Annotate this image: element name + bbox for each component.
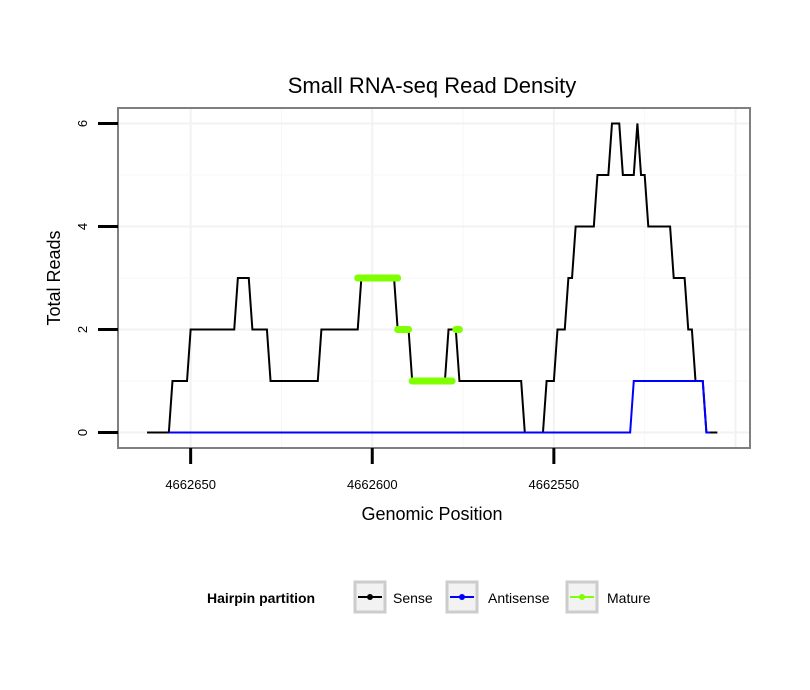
antisense-series-line [168,380,711,434]
legend: Hairpin partition Sense Antisense Mature [207,580,651,614]
legend-key-antisense [445,580,479,614]
grid [118,108,750,448]
y-tick-label: 4 [75,223,90,230]
y-tick-label: 2 [75,326,90,333]
legend-label-mature: Mature [607,590,651,606]
legend-point-mature [579,594,585,600]
x-tick-label: 4662600 [347,477,398,492]
plot-panel-border [117,107,751,449]
legend-point-antisense [459,594,465,600]
legend-label-antisense: Antisense [488,590,550,606]
sense-series-line [147,122,718,434]
x-tick-label: 4662650 [165,477,216,492]
series-layer [147,122,718,434]
x-tick-label: 4662550 [529,477,580,492]
y-tick-label: 0 [75,429,90,436]
chart-title: Small RNA-seq Read Density [288,73,577,98]
legend-label-sense: Sense [393,590,433,606]
axes: 4662650 4662600 4662550 0 2 4 6 [75,120,579,492]
y-tick-label: 6 [75,120,90,127]
y-axis-label: Total Reads [44,230,64,325]
legend-point-sense [367,594,373,600]
legend-title: Hairpin partition [207,590,315,606]
x-axis-label: Genomic Position [361,504,502,524]
